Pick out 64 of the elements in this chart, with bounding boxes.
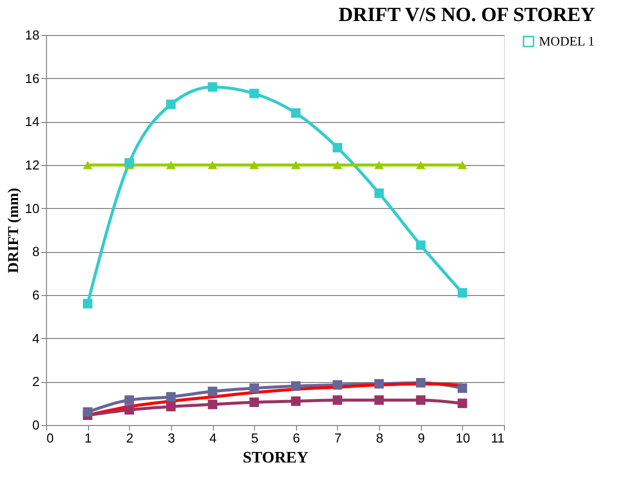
point	[124, 158, 134, 168]
x-tick-label: 6	[292, 430, 300, 446]
point	[374, 379, 384, 389]
x-tick-label: 9	[418, 430, 425, 446]
x-tick-label: 4	[209, 430, 217, 446]
x-axis-title: STOREY	[242, 450, 309, 466]
point	[332, 142, 342, 152]
x-tick-label: 1	[84, 430, 92, 446]
y-tick-label: 18	[25, 28, 40, 42]
y-tick-label: 16	[25, 70, 40, 86]
point	[291, 381, 301, 391]
point	[374, 160, 384, 170]
point	[166, 100, 176, 110]
x-tick-label: 0	[46, 430, 54, 446]
point	[416, 378, 426, 388]
legend-label: MODEL 1	[539, 34, 594, 48]
y-tick-label: 14	[25, 114, 40, 130]
point	[208, 82, 218, 92]
y-tick-label: 8	[32, 244, 40, 260]
point	[332, 380, 342, 390]
point	[249, 160, 259, 170]
point	[249, 88, 259, 98]
y-axis-title: DRIFT (mm)	[6, 188, 22, 274]
point	[82, 407, 92, 417]
point	[416, 160, 426, 170]
y-tick-label: 10	[25, 200, 40, 216]
x-tick-label: 3	[168, 430, 176, 446]
point	[416, 240, 426, 250]
point	[249, 383, 259, 393]
y-tick-label: 2	[32, 374, 40, 390]
point	[82, 160, 92, 170]
point	[291, 108, 301, 118]
x-tick-label: 8	[376, 430, 384, 446]
point	[332, 395, 342, 405]
point	[374, 395, 384, 405]
point	[208, 400, 218, 410]
point	[332, 160, 342, 170]
point	[249, 398, 259, 407]
x-tick-label: 7	[334, 430, 342, 446]
point	[458, 383, 468, 393]
point	[208, 386, 218, 396]
x-tick-label: 2	[126, 430, 134, 446]
point	[458, 160, 468, 170]
y-tick-label: 12	[25, 158, 40, 172]
x-tick-label: 10	[456, 430, 470, 446]
point	[458, 288, 468, 298]
point	[124, 395, 134, 405]
point	[124, 405, 134, 415]
point	[291, 396, 301, 406]
point	[458, 398, 468, 408]
x-tick-label: 5	[251, 430, 258, 446]
point	[416, 395, 426, 405]
point	[166, 392, 176, 402]
chart-title: DRIFT V/S NO. OF STOREY	[338, 4, 596, 26]
point	[291, 160, 301, 170]
point	[166, 402, 176, 412]
y-tick-label: 4	[32, 330, 40, 346]
point	[374, 188, 384, 198]
y-tick-label: 6	[32, 288, 40, 302]
x-tick-label: 11	[491, 430, 504, 446]
point	[166, 160, 176, 170]
point	[82, 298, 92, 308]
point	[208, 160, 218, 170]
y-tick-label: 0	[32, 418, 40, 432]
